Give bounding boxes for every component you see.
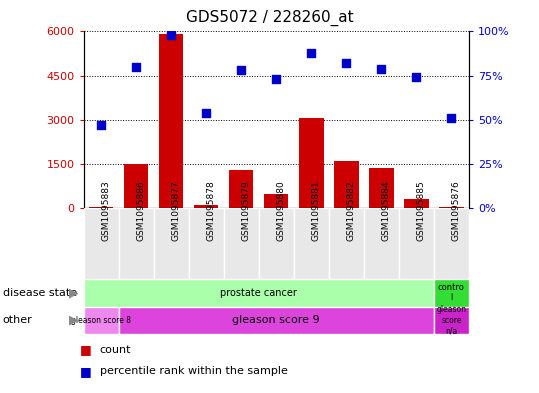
Point (307, 50, 316, 56)
Text: GSM1095878: GSM1095878 (206, 180, 215, 241)
Text: GSM1095877: GSM1095877 (171, 180, 180, 241)
FancyBboxPatch shape (84, 307, 119, 334)
Bar (334, 160, 358, 208)
Bar (264, 193, 288, 208)
Text: prostate cancer: prostate cancer (220, 288, 297, 298)
Text: GSM1095883: GSM1095883 (101, 180, 110, 241)
FancyBboxPatch shape (259, 208, 294, 279)
FancyBboxPatch shape (84, 208, 119, 279)
Point (237, 67, 246, 73)
Point (202, 110, 211, 116)
Text: GSM1095886: GSM1095886 (136, 180, 145, 241)
Text: ■: ■ (80, 343, 92, 356)
Bar (124, 164, 148, 208)
Text: GSM1095876: GSM1095876 (452, 180, 460, 241)
Text: GSM1095881: GSM1095881 (312, 180, 320, 241)
FancyBboxPatch shape (434, 279, 469, 307)
Bar (299, 118, 323, 208)
Text: disease state: disease state (3, 288, 77, 298)
Bar (194, 205, 218, 208)
Bar (159, 35, 183, 208)
FancyBboxPatch shape (434, 208, 469, 279)
Text: gleason score 8: gleason score 8 (71, 316, 131, 325)
FancyBboxPatch shape (84, 279, 434, 307)
Text: ▶: ▶ (68, 314, 78, 327)
Text: contro
l: contro l (438, 283, 465, 303)
FancyBboxPatch shape (154, 208, 189, 279)
Text: ▶: ▶ (68, 286, 78, 299)
FancyBboxPatch shape (434, 307, 469, 334)
FancyBboxPatch shape (119, 307, 434, 334)
Text: GSM1095880: GSM1095880 (277, 180, 285, 241)
Text: GSM1095885: GSM1095885 (417, 180, 425, 241)
FancyBboxPatch shape (119, 208, 154, 279)
Text: ■: ■ (80, 365, 92, 378)
FancyBboxPatch shape (189, 208, 224, 279)
Text: percentile rank within the sample: percentile rank within the sample (100, 366, 288, 376)
Text: GSM1095879: GSM1095879 (241, 180, 250, 241)
Text: GDS5072 / 228260_at: GDS5072 / 228260_at (186, 10, 353, 26)
FancyBboxPatch shape (294, 208, 329, 279)
FancyBboxPatch shape (224, 208, 259, 279)
Bar (369, 167, 393, 208)
Bar (229, 170, 253, 208)
Text: other: other (3, 315, 32, 325)
Point (97, 122, 106, 128)
Text: count: count (100, 345, 131, 355)
Point (447, 115, 456, 121)
Point (377, 65, 386, 72)
Bar (439, 207, 464, 208)
Point (132, 64, 140, 70)
Text: gleason
score
n/a: gleason score n/a (437, 305, 466, 335)
Text: GSM1095882: GSM1095882 (347, 180, 355, 241)
Point (412, 74, 421, 81)
FancyBboxPatch shape (399, 208, 434, 279)
Point (342, 60, 351, 66)
Bar (404, 200, 429, 208)
Text: GSM1095884: GSM1095884 (382, 180, 390, 241)
Bar (89, 207, 113, 208)
Point (167, 32, 176, 38)
Text: gleason score 9: gleason score 9 (232, 315, 320, 325)
FancyBboxPatch shape (364, 208, 399, 279)
Point (272, 76, 281, 83)
FancyBboxPatch shape (329, 208, 364, 279)
